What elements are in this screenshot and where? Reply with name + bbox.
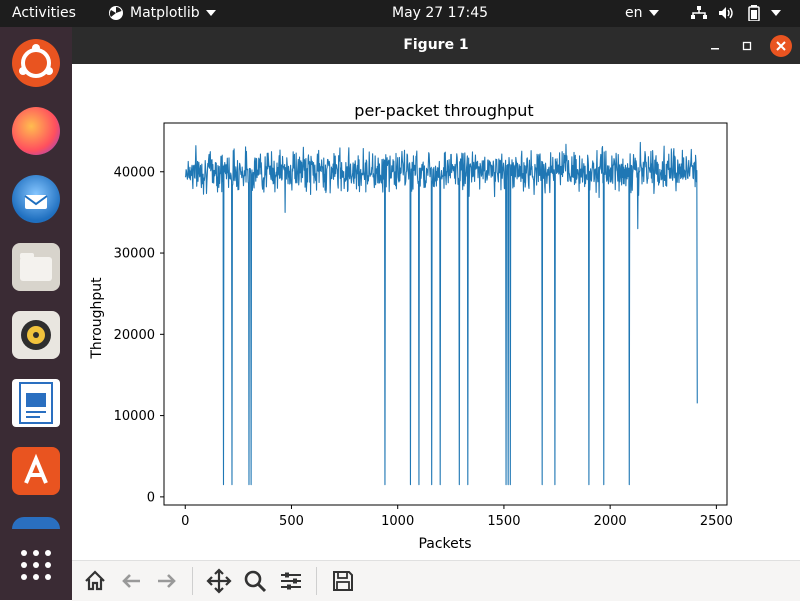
- x-tick-label: 1000: [381, 514, 414, 529]
- app-store-icon[interactable]: [12, 447, 60, 495]
- libreoffice-writer-icon[interactable]: [12, 379, 60, 427]
- partial-app-icon[interactable]: [12, 517, 60, 529]
- y-tick-label: 20000: [114, 328, 155, 343]
- toolbar-separator: [316, 567, 317, 595]
- x-tick-label: 1500: [487, 514, 520, 529]
- throughput-chart: per-packet throughput 010000200003000040…: [89, 101, 733, 552]
- maximize-button[interactable]: [736, 35, 758, 57]
- volume-icon: [719, 7, 734, 19]
- home-icon[interactable]: [80, 566, 110, 596]
- maximize-icon: [742, 41, 752, 51]
- app-menu[interactable]: Matplotlib: [108, 0, 216, 27]
- top-bar: Activities Matplotlib May 27 17:45 en: [0, 0, 800, 27]
- battery-icon: [748, 5, 760, 22]
- dock: [0, 27, 72, 600]
- firefox-icon[interactable]: [12, 107, 60, 155]
- close-icon: [776, 41, 786, 51]
- x-tick-label: 2500: [700, 514, 733, 529]
- configure-subplots-icon[interactable]: [276, 566, 306, 596]
- close-button[interactable]: [770, 35, 792, 57]
- forward-arrow-icon[interactable]: [152, 566, 182, 596]
- figure-window: Figure 1 per-packet throughput 0 10000 200…: [72, 27, 800, 601]
- zoom-magnifier-icon[interactable]: [240, 566, 270, 596]
- clock[interactable]: May 27 17:45: [392, 5, 489, 21]
- y-tick-label: 0: [147, 490, 155, 505]
- window-title: Figure 1: [403, 37, 469, 53]
- matplotlib-app-icon: [109, 6, 123, 20]
- ubuntu-software-icon[interactable]: [12, 39, 60, 87]
- y-axis: 0 10000 20000 30000 40000: [114, 165, 164, 505]
- x-tick-label: 0: [181, 514, 189, 529]
- y-tick-label: 10000: [114, 409, 155, 424]
- figure-canvas[interactable]: per-packet throughput 0 10000 20000 30000 40…: [72, 64, 800, 560]
- chevron-down-icon: [205, 10, 216, 16]
- minimize-icon: [711, 48, 719, 50]
- thunderbird-icon[interactable]: [12, 175, 60, 223]
- network-icon: [691, 6, 707, 19]
- x-tick-label: 2000: [594, 514, 627, 529]
- pan-move-icon[interactable]: [204, 566, 234, 596]
- x-tick-label: 500: [279, 514, 304, 529]
- axes-frame: [163, 122, 728, 506]
- navigation-toolbar: [72, 560, 800, 601]
- x-axis: 0 500 1000 1500 2000 2500: [181, 505, 733, 529]
- grid-icon[interactable]: [20, 549, 52, 581]
- activities-button[interactable]: Activities: [12, 5, 76, 21]
- series-line-throughput: [184, 141, 698, 486]
- y-tick-label: 30000: [114, 247, 155, 262]
- y-axis-label: Throughput: [89, 277, 105, 360]
- keyboard-layout-indicator[interactable]: en: [625, 0, 659, 27]
- title-bar[interactable]: Figure 1: [72, 27, 800, 64]
- x-axis-label: Packets: [418, 536, 471, 552]
- toolbar-separator: [192, 567, 193, 595]
- app-menu-label: Matplotlib: [130, 5, 200, 21]
- chart-title: per-packet throughput: [354, 101, 533, 120]
- files-icon[interactable]: [12, 243, 60, 291]
- system-menu-chevron-icon: [771, 10, 782, 16]
- y-tick-label: 40000: [114, 165, 155, 180]
- rhythmbox-icon[interactable]: [12, 311, 60, 359]
- back-arrow-icon[interactable]: [116, 566, 146, 596]
- minimize-button[interactable]: [704, 35, 726, 57]
- system-indicators[interactable]: [690, 0, 782, 27]
- chevron-down-icon: [648, 10, 659, 16]
- save-icon[interactable]: [328, 566, 358, 596]
- keyboard-layout-label: en: [625, 5, 643, 21]
